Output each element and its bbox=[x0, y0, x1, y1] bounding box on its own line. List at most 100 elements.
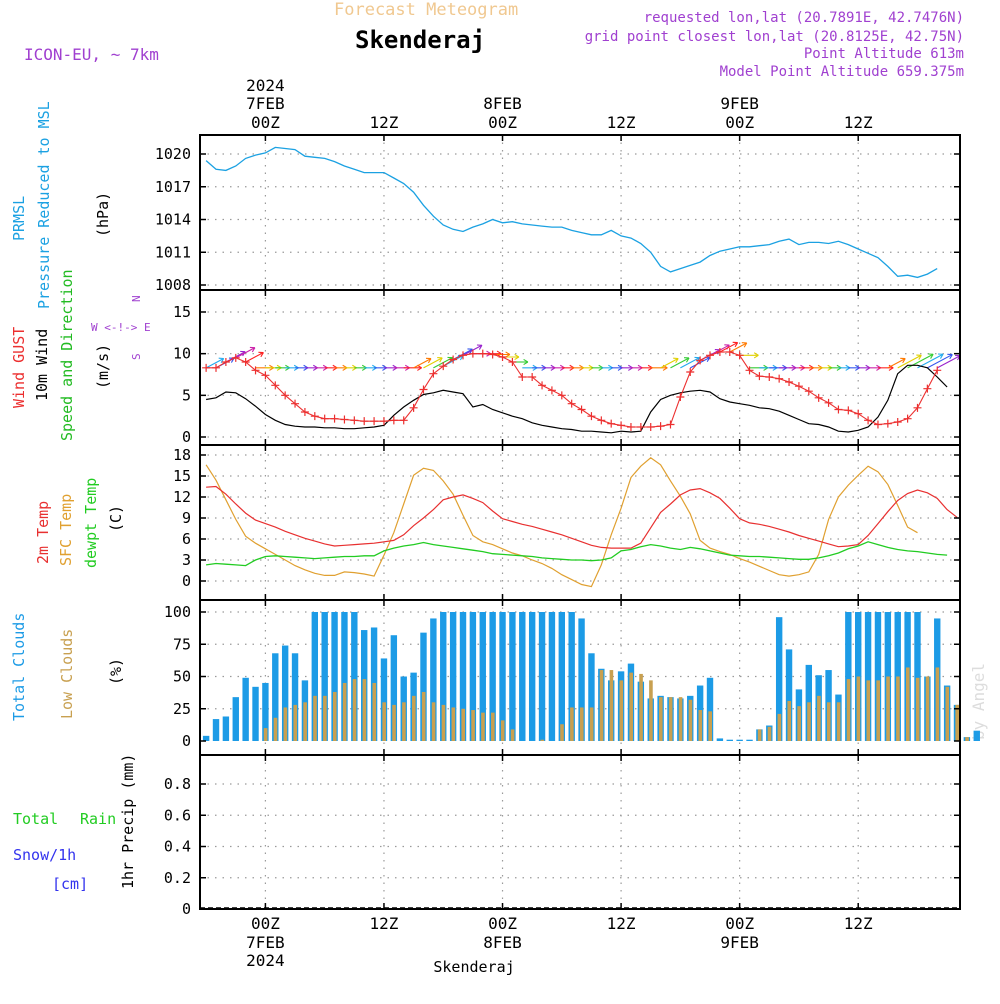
ytick-label: 1011 bbox=[155, 243, 191, 261]
gust-marker bbox=[864, 416, 873, 425]
compass-north: N bbox=[130, 295, 143, 302]
wind-arrow bbox=[917, 353, 944, 369]
wind-arrow-head bbox=[258, 351, 264, 358]
wind-arrow bbox=[235, 347, 256, 359]
wind-arrow-head bbox=[900, 357, 906, 364]
time-label-bottom: 12Z bbox=[844, 914, 873, 933]
gust-marker bbox=[241, 358, 250, 366]
gust-marker bbox=[656, 422, 665, 431]
point-altitude: Point Altitude 613m bbox=[804, 46, 964, 62]
total-cloud-bar bbox=[479, 612, 486, 741]
wind-arrow-head bbox=[928, 353, 934, 359]
total-cloud-bar bbox=[341, 612, 348, 741]
ytick-label: 10 bbox=[173, 345, 191, 363]
low-cloud-bar bbox=[579, 707, 584, 741]
date-label-bottom: 7FEB bbox=[246, 933, 285, 952]
low-cloud-bar bbox=[481, 712, 485, 741]
ytick-label: 12 bbox=[173, 488, 191, 506]
ytick-label: 3 bbox=[182, 551, 191, 569]
total-cloud-bar bbox=[420, 632, 427, 741]
total-cloud-bar bbox=[469, 612, 477, 741]
low-cloud-bar bbox=[362, 679, 367, 741]
low-cloud-bar bbox=[826, 702, 831, 741]
wind-arrow-head bbox=[523, 358, 529, 366]
gust-marker bbox=[281, 391, 290, 400]
dewpt-line bbox=[206, 541, 948, 567]
forecast-label: Forecast Meteogram bbox=[334, 0, 518, 20]
wind-arrow-head bbox=[218, 357, 225, 364]
low-cloud-bar bbox=[332, 691, 337, 741]
gust-marker bbox=[508, 358, 517, 366]
pressure-label-desc: Pressure Reduced to MSL bbox=[35, 101, 53, 309]
gust-marker bbox=[666, 420, 675, 429]
cloud-total-label: Total Clouds bbox=[10, 613, 28, 721]
time-label-top: 12Z bbox=[844, 113, 873, 132]
total-cloud-bar bbox=[785, 649, 793, 741]
time-label-bottom: 12Z bbox=[370, 914, 399, 933]
ytick-label: 0.2 bbox=[164, 869, 191, 887]
low-cloud-bar bbox=[589, 707, 594, 741]
low-cloud-bar bbox=[451, 707, 456, 741]
wind-arrow-head bbox=[249, 346, 256, 353]
gust-marker bbox=[775, 374, 784, 383]
panel-frame bbox=[199, 754, 961, 910]
grid-layer bbox=[200, 135, 960, 909]
time-label-bottom: 00Z bbox=[251, 914, 280, 933]
total-cloud-bar bbox=[311, 612, 319, 741]
gust-marker bbox=[498, 353, 507, 361]
low-cloud-bar bbox=[757, 729, 762, 741]
gust-marker bbox=[360, 417, 369, 426]
wind-arrow-head bbox=[437, 357, 443, 363]
gust-marker bbox=[202, 363, 211, 372]
low-cloud-bar bbox=[767, 726, 772, 741]
total-cloud-bar bbox=[321, 612, 328, 741]
wind-arrow bbox=[936, 355, 961, 369]
total-cloud-bar bbox=[262, 682, 269, 741]
gust-marker bbox=[439, 362, 448, 371]
precip-snow-label: Snow/1h bbox=[13, 846, 76, 864]
date-label-top: 8FEB bbox=[483, 94, 522, 113]
gust-marker bbox=[488, 350, 497, 359]
gust-marker bbox=[814, 393, 823, 402]
wind-arrow-head bbox=[425, 357, 432, 364]
cloud-unit: (%) bbox=[107, 658, 125, 685]
panel-frame bbox=[199, 444, 961, 601]
wind-dir-label: Speed and Direction bbox=[58, 269, 76, 441]
total-cloud-bar bbox=[509, 612, 516, 741]
gust-marker bbox=[676, 393, 685, 401]
temp-unit: (C) bbox=[107, 505, 125, 532]
ytick-label: 0.6 bbox=[164, 806, 191, 824]
gust-marker bbox=[913, 403, 922, 412]
low-cloud-bar bbox=[698, 710, 703, 741]
low-cloud-bar bbox=[560, 724, 564, 741]
total-cloud-bar bbox=[914, 612, 921, 741]
wind-arrow-head bbox=[732, 341, 739, 348]
gust-marker bbox=[350, 416, 359, 425]
ytick-label: 5 bbox=[182, 386, 191, 404]
low-cloud-bar bbox=[678, 697, 683, 741]
total-cloud-bar bbox=[232, 697, 239, 741]
pressure-label-prmsl: PRMSL bbox=[10, 196, 28, 241]
gust-marker bbox=[824, 398, 833, 407]
ytick-label: 1017 bbox=[155, 178, 191, 196]
side-labels: PRMSL Pressure Reduced to MSL (hPa) Wind… bbox=[10, 101, 151, 893]
gust-marker bbox=[696, 356, 705, 365]
ytick-label: 0.4 bbox=[164, 838, 191, 856]
time-label-top: 12Z bbox=[370, 113, 399, 132]
requested-coords: requested lon,lat (20.7891E, 42.7476N) bbox=[644, 10, 964, 26]
low-cloud-bar bbox=[570, 707, 574, 741]
low-cloud-bar bbox=[906, 667, 910, 741]
total-cloud-bar bbox=[331, 612, 338, 741]
ytick-label: 50 bbox=[173, 668, 191, 686]
low-cloud-bar bbox=[915, 677, 920, 741]
wind-arrow-head bbox=[673, 357, 679, 364]
gust-marker bbox=[310, 412, 319, 421]
gust-marker bbox=[745, 366, 754, 375]
gust-marker bbox=[231, 353, 240, 362]
wind-gust-label: Wind GUST bbox=[10, 327, 28, 408]
total-cloud-bar bbox=[291, 653, 299, 741]
low-cloud-bar bbox=[659, 697, 663, 741]
gust-marker bbox=[607, 419, 616, 428]
low-cloud-bar bbox=[402, 702, 406, 741]
sfc-temp-line bbox=[205, 457, 918, 588]
